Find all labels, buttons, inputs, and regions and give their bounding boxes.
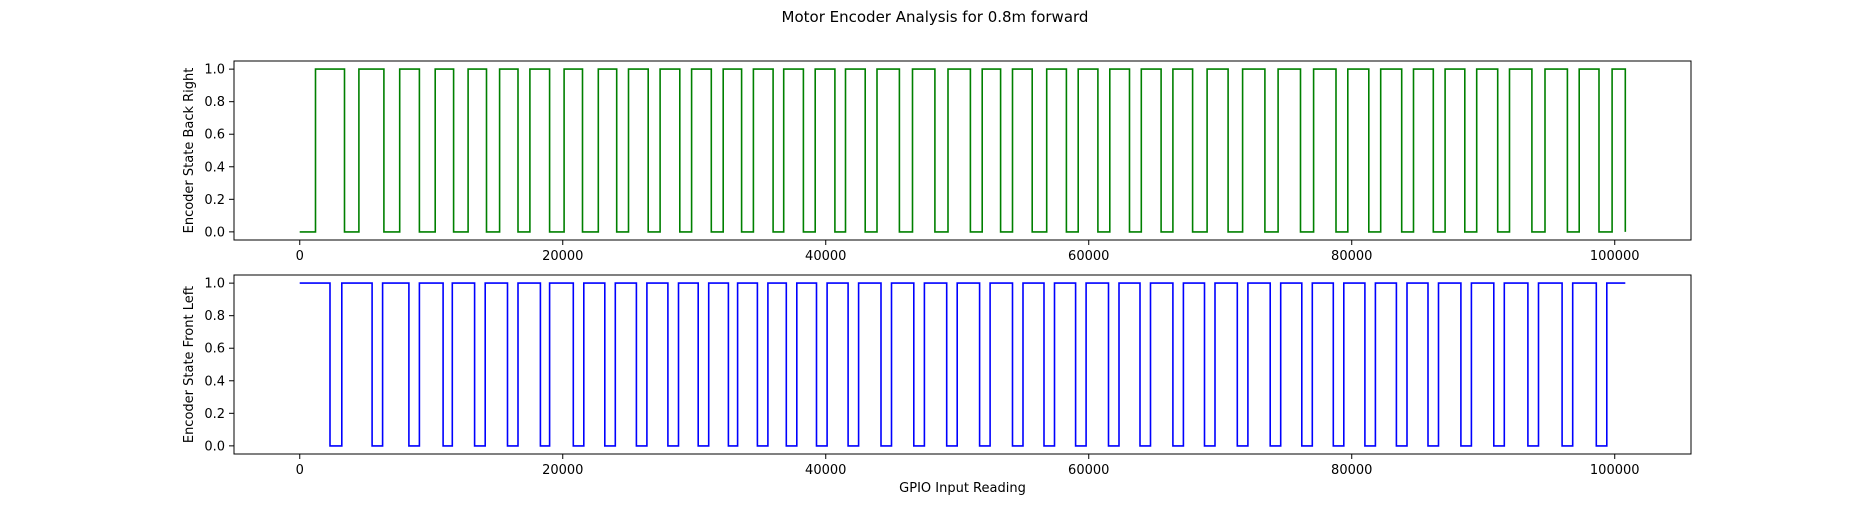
x-axis-label: GPIO Input Reading (899, 481, 1026, 496)
y-tick-label: 1.0 (204, 63, 225, 78)
x-tick-label: 80000 (1331, 463, 1372, 478)
y-tick-label: 0.8 (204, 95, 225, 110)
x-tick-label: 60000 (1068, 249, 1109, 264)
x-tick-label: 40000 (805, 249, 846, 264)
x-tick-label: 20000 (542, 463, 583, 478)
y-tick-label: 0.0 (204, 439, 225, 454)
y-tick-label: 0.4 (204, 160, 225, 175)
y-tick-label: 0.6 (204, 128, 225, 143)
figure-title: Motor Encoder Analysis for 0.8m forward (782, 8, 1089, 26)
y-tick-label: 0.2 (204, 193, 225, 208)
y-axis-label: Encoder State Front Left (182, 286, 197, 443)
y-tick-label: 1.0 (204, 277, 225, 292)
y-axis-label: Encoder State Back Right (182, 68, 197, 234)
y-tick-label: 0.8 (204, 309, 225, 324)
axes-frame (233, 60, 1692, 241)
x-tick-label: 0 (296, 463, 304, 478)
x-tick-label: 100000 (1590, 249, 1640, 264)
y-tick-label: 0.6 (204, 342, 225, 357)
series-line-1-0 (299, 282, 1626, 447)
y-tick-label: 0.2 (204, 407, 225, 422)
x-tick-label: 80000 (1331, 249, 1372, 264)
y-tick-label: 0.4 (204, 374, 225, 389)
series-line-0-0 (299, 68, 1627, 233)
x-tick-label: 40000 (805, 463, 846, 478)
plot-back-right: 0 20000 40000 60000 80000 100000 0.0 0.2 0.4 0.6 0… (182, 60, 1692, 264)
plot-front-left: 0 20000 40000 60000 80000 100000 0.0 0.2 0.4 0.6 0… (182, 274, 1692, 496)
x-tick-label: 20000 (542, 249, 583, 264)
x-tick-label: 60000 (1068, 463, 1109, 478)
axes-frame (233, 274, 1692, 455)
x-tick-label: 0 (296, 249, 304, 264)
x-tick-label: 100000 (1590, 463, 1640, 478)
y-tick-label: 0.0 (204, 225, 225, 240)
